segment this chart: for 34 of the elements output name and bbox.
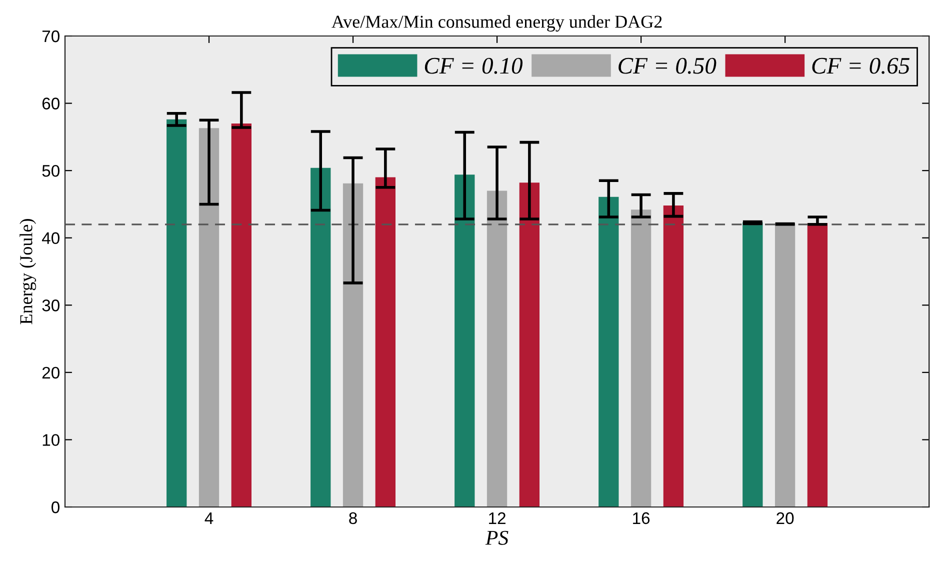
bar (742, 222, 763, 507)
y-tick-label: 70 (42, 30, 60, 42)
y-tick-label: 20 (42, 366, 60, 379)
y-tick-label: 60 (42, 98, 60, 110)
bar (630, 210, 652, 507)
x-axis-title: PS (485, 530, 508, 545)
x-tick-label: 20 (776, 512, 794, 524)
bar (486, 190, 508, 507)
x-tick-label: 12 (489, 512, 506, 524)
legend-label: CF = 0.50 (618, 58, 716, 74)
bar (198, 128, 220, 507)
bar (166, 119, 187, 507)
bar (375, 177, 396, 507)
y-tick-label: 10 (42, 434, 60, 446)
x-tick-label: 8 (349, 512, 357, 524)
bar (310, 168, 331, 507)
legend-label: CF = 0.10 (424, 58, 523, 74)
bar (663, 206, 684, 507)
y-tick-label: 30 (42, 300, 60, 312)
x-tick-label: 16 (633, 512, 650, 524)
legend-label: CF = 0.65 (812, 58, 910, 74)
bar (519, 182, 540, 507)
chart-title: Ave/Max/Min consumed energy under DAG2 (332, 15, 662, 32)
y-tick-label: 40 (42, 232, 60, 244)
y-tick-label: 0 (52, 501, 60, 514)
bar (231, 123, 252, 507)
bar (598, 196, 619, 507)
bar (342, 183, 364, 507)
bar (454, 174, 475, 507)
x-tick-label: 4 (204, 512, 214, 524)
y-axis-title: Energy (Joule) (20, 219, 36, 324)
y-tick-label: 50 (42, 164, 60, 177)
bar (774, 224, 796, 507)
bar (807, 223, 828, 507)
